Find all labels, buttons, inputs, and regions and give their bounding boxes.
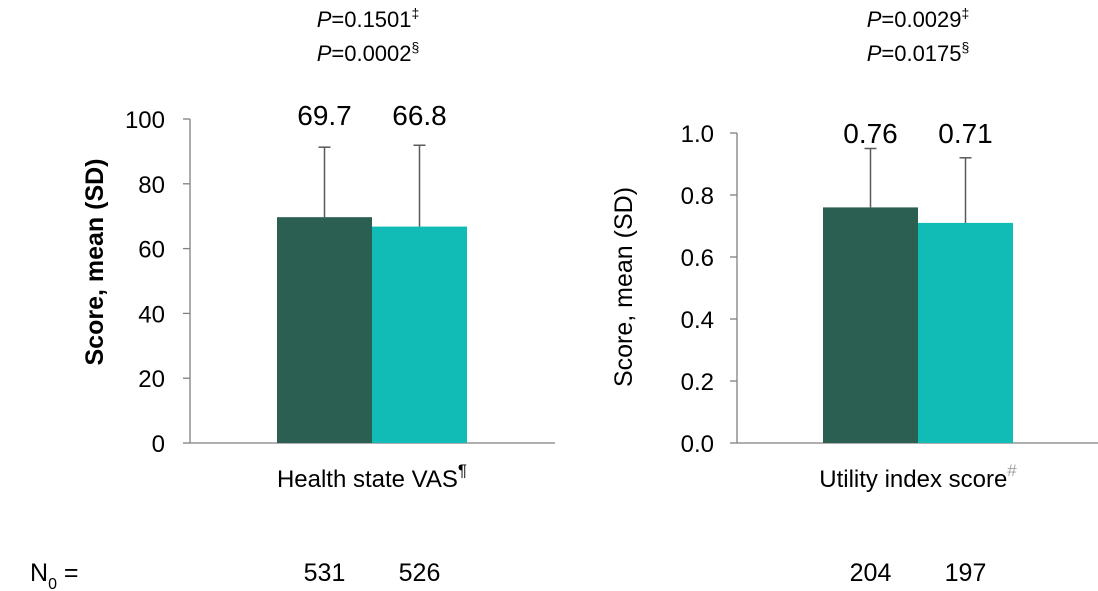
n-value: 204 <box>850 559 892 587</box>
category-footnote-mark: ¶ <box>458 461 467 480</box>
data-label: 66.8 <box>392 100 447 131</box>
y-tick-label: 40 <box>138 301 165 328</box>
y-tick-label: 0.2 <box>681 369 714 396</box>
x-category-label: Utility index score# <box>819 461 1017 493</box>
p-value: P=0.1501‡ <box>317 5 420 32</box>
p-letter: P <box>317 41 332 66</box>
n-value: 197 <box>945 559 987 587</box>
chart-health-state-vas: 0 20 40 60 80 100 Score, mean (SD) 69.7 531 66.8 5… <box>81 5 555 587</box>
p-value: P=0.0175§ <box>867 39 970 66</box>
y-tick-label: 0.4 <box>681 307 714 334</box>
p-value: P=0.0029‡ <box>867 5 970 32</box>
category-footnote-mark: # <box>1007 461 1017 480</box>
data-label: 0.76 <box>843 118 898 149</box>
y-axis-title: Score, mean (SD) <box>81 158 109 365</box>
bar <box>277 217 372 443</box>
p-number: =0.0175 <box>881 41 961 66</box>
y-tick-label: 1.0 <box>681 121 714 148</box>
n-value: 531 <box>304 559 346 587</box>
data-label: 0.71 <box>938 118 993 149</box>
p-value: P=0.0002§ <box>317 39 420 66</box>
category-name: Health state VAS <box>277 466 458 493</box>
y-tick-label: 0.8 <box>681 183 714 210</box>
y-tick-label: 60 <box>138 237 165 264</box>
p-footnote-mark: ‡ <box>962 5 970 21</box>
category-name: Utility index score <box>819 466 1007 493</box>
y-tick-label: 20 <box>138 366 165 393</box>
p-letter: P <box>867 7 882 32</box>
p-number: =0.0002 <box>331 41 411 66</box>
p-footnote-mark: § <box>412 39 420 55</box>
y-tick-label: 0.0 <box>681 431 714 458</box>
data-label: 69.7 <box>297 100 352 131</box>
p-letter: P <box>867 41 882 66</box>
bar <box>372 226 467 443</box>
bar <box>918 222 1013 443</box>
y-tick-label: 0 <box>152 431 165 458</box>
y-tick-label: 100 <box>125 107 165 134</box>
y-tick-label: 80 <box>138 172 165 199</box>
p-footnote-mark: § <box>962 39 970 55</box>
n-label: N0 = <box>30 559 79 591</box>
chart-utility-index: 0.0 0.2 0.4 0.6 0.8 1.0 Score, mean (SD) 0.76 20… <box>610 5 1098 587</box>
bar <box>823 207 918 443</box>
p-number: =0.0029 <box>881 7 961 32</box>
x-category-label: Health state VAS¶ <box>277 461 467 493</box>
p-number: =0.1501 <box>331 7 411 32</box>
y-tick-label: 0.6 <box>681 245 714 272</box>
n-value: 526 <box>399 559 441 587</box>
p-letter: P <box>317 7 332 32</box>
p-footnote-mark: ‡ <box>412 5 420 21</box>
sample-size-row: N0 = <box>30 559 79 591</box>
y-axis-title: Score, mean (SD) <box>610 187 638 387</box>
